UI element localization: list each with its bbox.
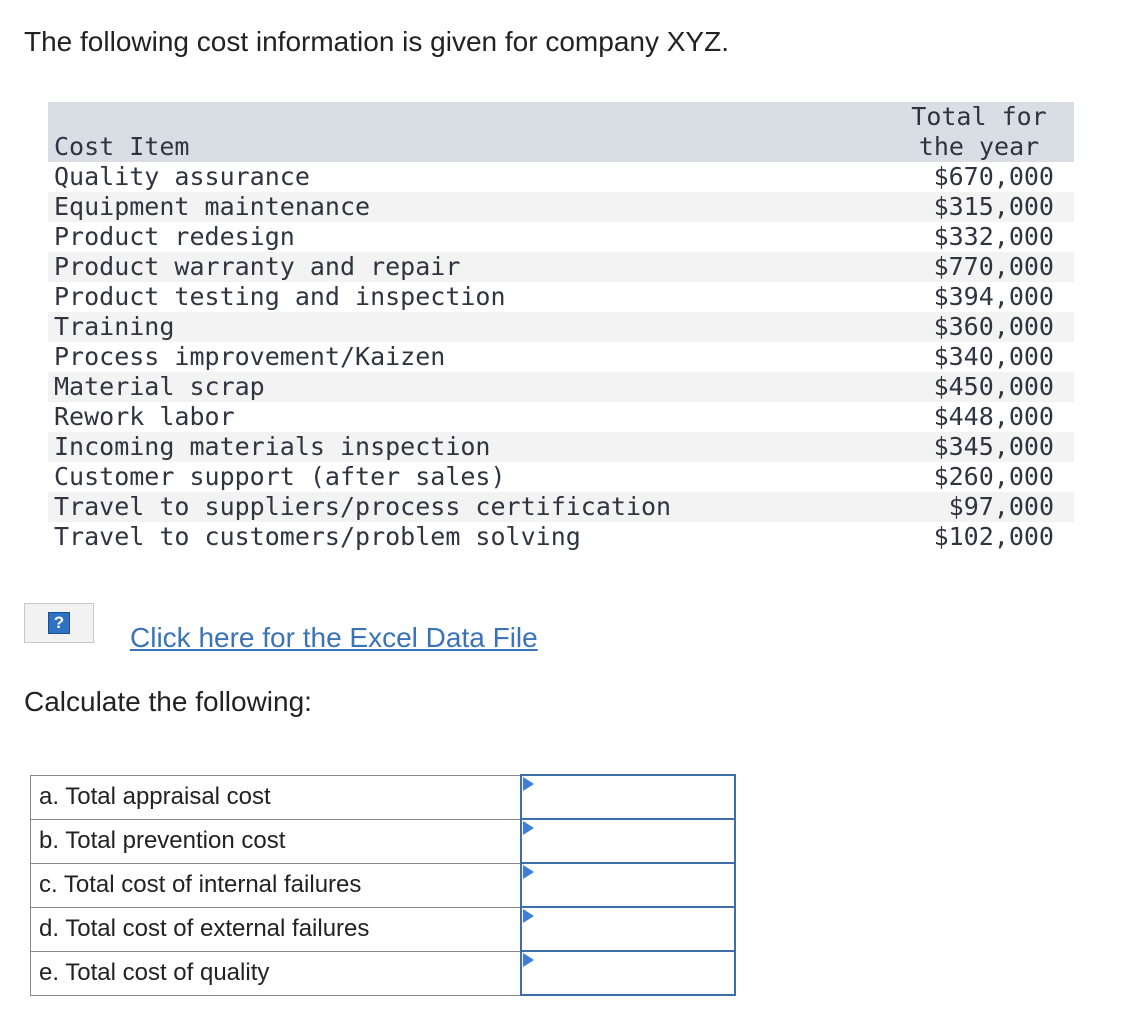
answer-row: c. Total cost of internal failures [30,862,736,908]
cost-item-amount: $315,000 [933,192,1054,221]
answer-input[interactable] [521,776,734,818]
cell-marker-icon [522,777,534,791]
answer-label: a. Total appraisal cost [30,774,521,820]
answer-row: d. Total cost of external failures [30,906,736,952]
header-total-line1: Total for [911,102,1047,131]
answer-label: b. Total prevention cost [30,818,521,864]
cost-item-label: Customer support (after sales) [54,462,506,491]
answer-row: b. Total prevention cost [30,818,736,864]
answer-label: d. Total cost of external failures [30,906,521,952]
cost-item-label: Incoming materials inspection [54,432,491,461]
cost-item-label: Product warranty and repair [54,252,461,281]
table-row: Equipment maintenance $315,000 [48,192,1074,222]
cost-table-header: Cost Item Total for the year [48,102,1074,162]
cost-item-amount: $345,000 [933,432,1054,461]
question-mark-icon: ? [48,612,70,634]
header-cost-item: Cost Item [54,132,190,161]
table-row: Product warranty and repair $770,000 [48,252,1074,282]
cost-table: Cost Item Total for the year Quality ass… [48,102,1074,552]
cost-item-amount: $260,000 [933,462,1054,491]
answer-table: a. Total appraisal cost b. Total preventi… [30,774,736,996]
cost-item-amount: $360,000 [933,312,1054,341]
cost-item-amount: $670,000 [933,162,1054,191]
header-total-line2: the year [918,132,1040,161]
cell-marker-icon [522,865,534,879]
table-row: Product testing and inspection $394,000 [48,282,1074,312]
answer-row: a. Total appraisal cost [30,774,736,820]
table-row: Travel to customers/problem solving $102,… [48,522,1074,552]
cost-item-label: Product testing and inspection [54,282,506,311]
answer-cell [519,774,736,820]
answer-cell [519,862,736,908]
cost-table-body: Quality assurance $670,000 Equipment maint… [48,162,1074,552]
cost-item-amount: $332,000 [933,222,1054,251]
table-row: Quality assurance $670,000 [48,162,1074,192]
table-row: Customer support (after sales) $260,000 [48,462,1074,492]
answer-cell [519,950,736,996]
help-button[interactable]: ? [24,603,94,643]
cost-item-label: Equipment maintenance [54,192,371,221]
cost-item-label: Travel to customers/problem solving [54,522,581,551]
cost-item-label: Training [54,312,175,341]
table-row: Training $360,000 [48,312,1074,342]
cost-item-amount: $450,000 [933,372,1054,401]
answer-label: c. Total cost of internal failures [30,862,521,908]
intro-text: The following cost information is given … [24,26,729,57]
answer-cell [519,818,736,864]
header-total-for-year: Total for the year [884,102,1074,162]
cell-marker-icon [522,821,534,835]
cost-item-amount: $340,000 [933,342,1054,371]
cost-item-label: Rework labor [54,402,235,431]
answer-row: e. Total cost of quality [30,950,736,996]
excel-file-row: ? Click here for the Excel Data File [24,592,538,654]
cost-item-amount: $394,000 [933,282,1054,311]
answer-input[interactable] [521,864,734,906]
answer-cell [519,906,736,952]
cost-item-label: Process improvement/Kaizen [54,342,446,371]
calculate-heading: Calculate the following: [24,686,312,717]
cost-item-amount: $448,000 [933,402,1054,431]
answer-input[interactable] [521,820,734,862]
table-row: Travel to suppliers/process certificatio… [48,492,1074,522]
cost-item-label: Travel to suppliers/process certificatio… [54,492,672,521]
cell-marker-icon [522,953,534,967]
excel-data-file-link[interactable]: Click here for the Excel Data File [130,622,538,653]
cost-item-label: Material scrap [54,372,265,401]
answer-label: e. Total cost of quality [30,950,521,996]
table-row: Rework labor $448,000 [48,402,1074,432]
table-row: Incoming materials inspection $345,000 [48,432,1074,462]
table-row: Process improvement/Kaizen $340,000 [48,342,1074,372]
answer-input[interactable] [521,908,734,950]
table-row: Product redesign $332,000 [48,222,1074,252]
cost-item-amount: $102,000 [933,522,1054,551]
cost-item-amount: $770,000 [933,252,1054,281]
cost-item-amount: $97,000 [948,492,1054,521]
table-row: Material scrap $450,000 [48,372,1074,402]
cost-item-label: Product redesign [54,222,295,251]
answer-input[interactable] [521,952,734,994]
cell-marker-icon [522,909,534,923]
cost-item-label: Quality assurance [54,162,310,191]
